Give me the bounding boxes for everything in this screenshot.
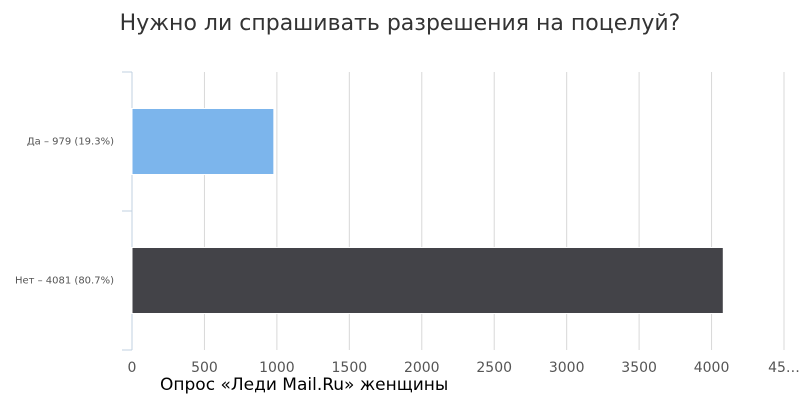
x-tick-label: 45… — [768, 360, 800, 376]
x-tick-label: 0 — [128, 360, 137, 376]
x-tick-label: 3000 — [549, 360, 585, 376]
x-tick-label: 2500 — [476, 360, 512, 376]
x-tick-label: 3500 — [621, 360, 657, 376]
x-tick-label: 2000 — [404, 360, 440, 376]
annotation: Опрос «Леди Mail.Ru» женщины — [160, 375, 448, 395]
x-tick-label: 500 — [191, 360, 218, 376]
x-tick-label: 4000 — [694, 360, 730, 376]
bar — [131, 247, 724, 314]
y-tick-label: Да – 979 (19.3%) — [27, 137, 114, 148]
bar — [131, 108, 275, 175]
chart-title: Нужно ли спрашивать разрешения на поцелу… — [120, 11, 681, 36]
y-tick-label: Нет – 4081 (80.7%) — [15, 276, 114, 287]
x-tick-label: 1000 — [259, 360, 295, 376]
x-tick-label: 1500 — [332, 360, 368, 376]
